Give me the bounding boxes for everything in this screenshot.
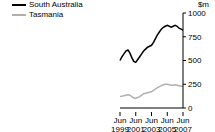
html-text:$m: $m [197, 0, 209, 9]
svg-text:0: 0 [188, 104, 193, 113]
html-text:Tasmania: Tasmania [29, 10, 64, 19]
svg-text:750: 750 [188, 33, 202, 42]
svg-text:Jun2007: Jun2007 [174, 116, 192, 132]
html-text:South Australia: South Australia [29, 0, 83, 9]
svg-text:1000: 1000 [188, 9, 206, 18]
svg-text:250: 250 [188, 80, 202, 89]
svg-text:500: 500 [188, 56, 202, 65]
